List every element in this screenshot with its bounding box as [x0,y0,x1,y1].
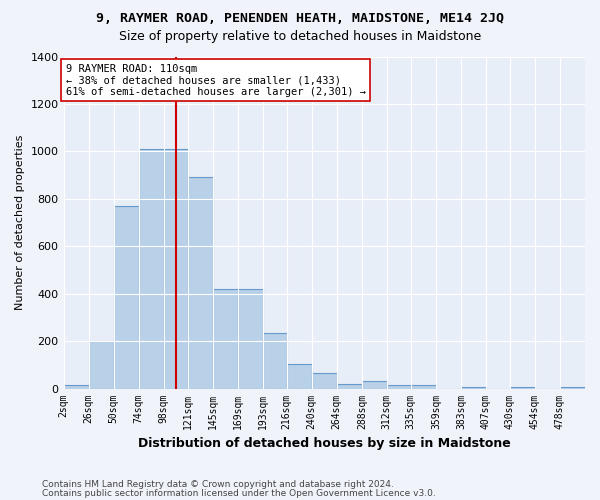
Y-axis label: Number of detached properties: Number of detached properties [15,135,25,310]
Bar [139,149,164,388]
Bar [411,385,436,388]
Text: 9, RAYMER ROAD, PENENDEN HEATH, MAIDSTONE, ME14 2JQ: 9, RAYMER ROAD, PENENDEN HEATH, MAIDSTON… [96,12,504,26]
X-axis label: Distribution of detached houses by size in Maidstone: Distribution of detached houses by size … [138,437,511,450]
Bar [287,364,312,388]
Text: 9 RAYMER ROAD: 110sqm
← 38% of detached houses are smaller (1,433)
61% of semi-d: 9 RAYMER ROAD: 110sqm ← 38% of detached … [65,64,365,97]
Bar [89,341,113,388]
Text: Size of property relative to detached houses in Maidstone: Size of property relative to detached ho… [119,30,481,43]
Bar [164,149,188,388]
Text: Contains HM Land Registry data © Crown copyright and database right 2024.: Contains HM Land Registry data © Crown c… [42,480,394,489]
Bar [64,385,89,388]
Bar [387,385,411,388]
Bar [212,289,238,388]
Bar [312,373,337,388]
Bar [337,384,362,388]
Text: Contains public sector information licensed under the Open Government Licence v3: Contains public sector information licen… [42,490,436,498]
Bar [113,206,139,388]
Bar [188,178,212,388]
Bar [362,382,387,388]
Bar [238,289,263,388]
Bar [263,333,287,388]
